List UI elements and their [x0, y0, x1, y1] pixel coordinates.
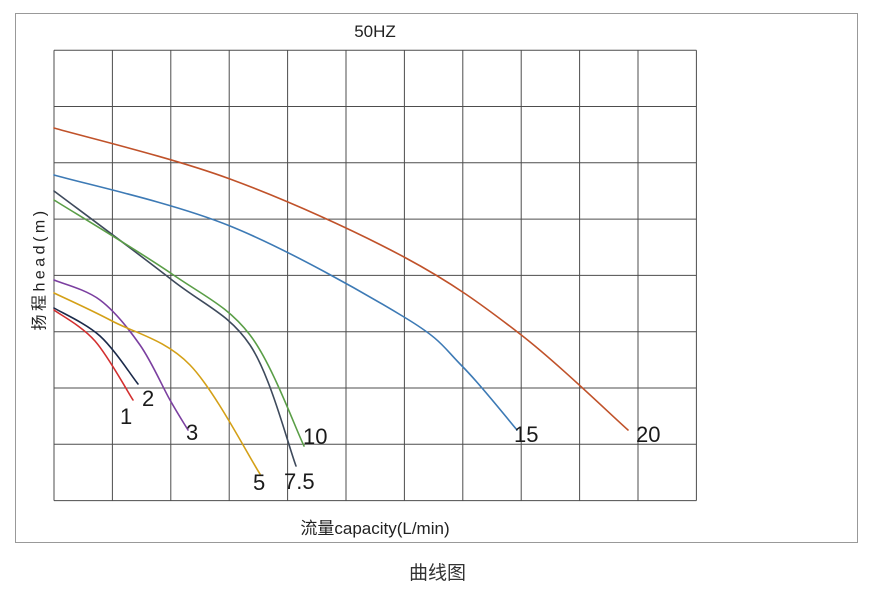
svg-text:1: 1 [120, 404, 132, 429]
svg-text:2: 2 [142, 386, 154, 411]
svg-text:20: 20 [636, 422, 660, 447]
svg-text:5: 5 [253, 470, 265, 495]
svg-text:3: 3 [186, 420, 198, 445]
svg-text:7.5: 7.5 [284, 469, 315, 494]
svg-text:15: 15 [514, 422, 538, 447]
svg-text:10: 10 [303, 424, 327, 449]
